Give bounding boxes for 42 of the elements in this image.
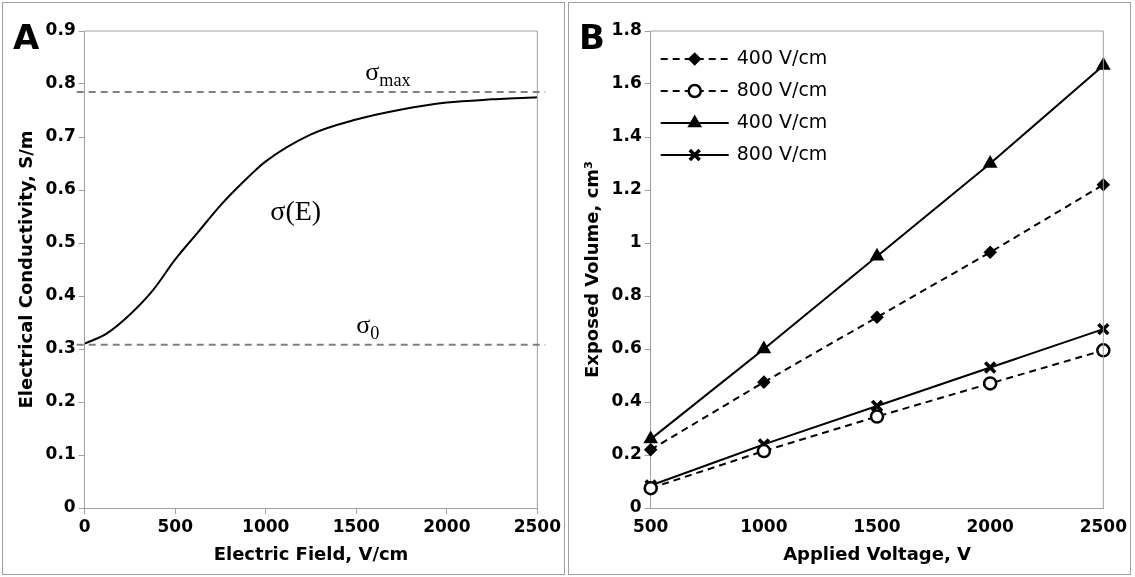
chart-title: B: [579, 16, 605, 57]
x-tick-label: 1000: [740, 515, 788, 536]
x-tick-label: 0: [78, 515, 91, 536]
x-tick-label: 2000: [423, 515, 471, 536]
y-tick-label: 0.6: [611, 337, 642, 358]
x-axis-title: Applied Voltage, V: [783, 542, 971, 564]
y-tick-label: 0.4: [45, 284, 76, 305]
y-tick-label: 1.8: [611, 19, 642, 40]
x-tick-label: 1500: [332, 515, 381, 536]
y-tick-label: 1: [629, 231, 642, 252]
x-tick-label: 2000: [966, 515, 1015, 536]
legend-label: 800 V/cm: [736, 141, 828, 164]
y-tick-label: 1.2: [611, 178, 642, 199]
y-tick-label: 0.4: [611, 390, 642, 411]
x-axis-title: Electric Field, V/cm: [213, 542, 409, 564]
x-tick-label: 500: [632, 515, 669, 536]
y-tick-label: 0.2: [45, 390, 76, 411]
y-tick-label: 0: [629, 496, 642, 517]
legend-label: 400 V/cm: [736, 45, 828, 68]
legend-label: 800 V/cm: [736, 77, 828, 100]
y-tick-label: 1.4: [611, 125, 642, 146]
y-tick-label: 0.6: [45, 178, 76, 199]
chart-title: A: [13, 16, 40, 57]
y-tick-label: 0.5: [45, 231, 76, 252]
annotation: σ(E): [270, 194, 322, 226]
x-tick-label: 2500: [1079, 515, 1128, 536]
y-axis-title: Exposed Volume, cm³: [581, 161, 603, 378]
y-tick-label: 0: [63, 496, 76, 517]
y-tick-label: 0.2: [611, 443, 642, 464]
x-tick-label: 500: [157, 515, 194, 536]
y-tick-label: 0.8: [611, 284, 642, 305]
y-axis-title: Electrical Conductivity, S/m: [15, 130, 37, 409]
y-tick-label: 0.3: [45, 337, 76, 358]
y-tick-label: 1.6: [611, 72, 642, 93]
y-tick-label: 0.1: [45, 443, 76, 464]
y-tick-label: 0.9: [45, 19, 76, 40]
x-tick-label: 1000: [242, 515, 290, 536]
y-tick-label: 0.7: [45, 125, 76, 146]
x-tick-label: 1500: [853, 515, 901, 536]
x-tick-label: 2500: [513, 515, 562, 536]
legend-label: 400 V/cm: [736, 109, 828, 132]
y-tick-label: 0.8: [45, 72, 76, 93]
